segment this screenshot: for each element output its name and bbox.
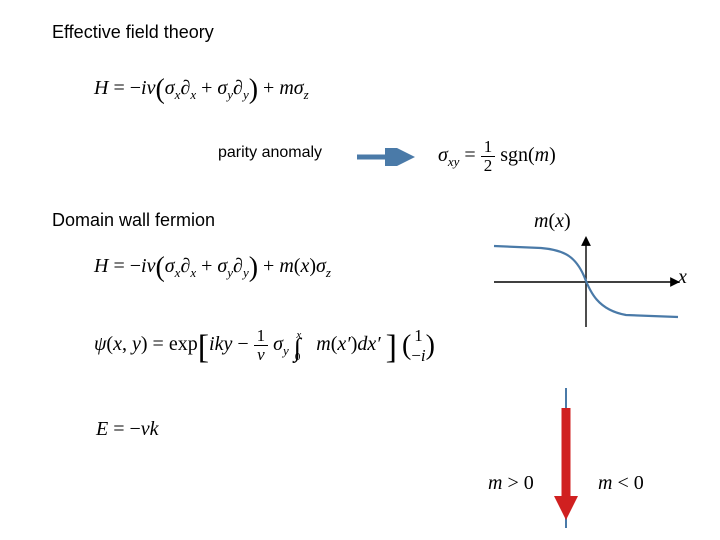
arrow-parity-to-sigma [355,148,415,166]
slide: Effective field theory parity anomaly Do… [0,0,720,540]
heading-domain-wall-fermion: Domain wall fermion [52,210,215,231]
diagram-label-m-positive: m > 0 [488,472,534,495]
equation-energy: E = −vk [96,418,159,441]
equation-sigma-xy: σxy = 12 sgn(m) [438,138,556,175]
heading-effective-field-theory: Effective field theory [52,22,214,43]
equation-hamiltonian-2: H = −iv(σx∂x + σy∂y) + m(x)σz [94,252,331,284]
equation-hamiltonian-1: H = −iv(σx∂x + σy∂y) + mσz [94,74,309,106]
graph-m-of-x [486,232,686,332]
equation-psi: ψ(x, y) = exp[iky − 1v σy ∫0x m(x′)dx′ ]… [94,326,435,367]
diagram-domain-wall [546,388,586,528]
graph-ylabel: m(x) [534,210,571,233]
label-parity-anomaly: parity anomaly [218,144,322,162]
graph-xlabel: x [678,266,687,289]
diagram-label-m-negative: m < 0 [598,472,644,495]
